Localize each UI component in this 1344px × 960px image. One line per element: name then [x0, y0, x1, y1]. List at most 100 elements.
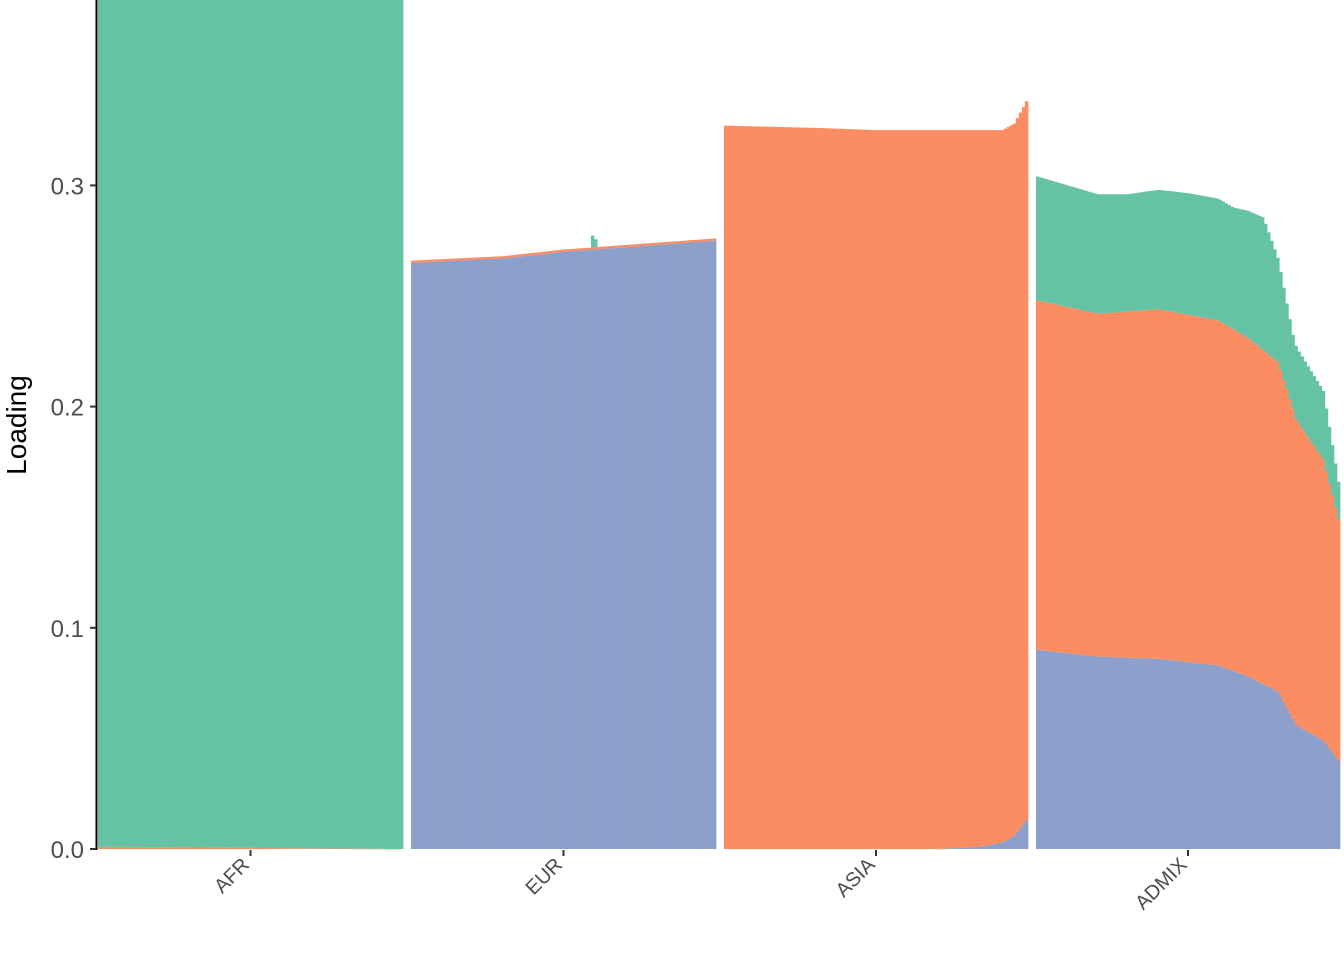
bar-segment-green [1254, 214, 1259, 345]
bar-segment-blue [1218, 666, 1222, 849]
bar-segment-green [1270, 240, 1274, 357]
bar-segment-orange [1309, 441, 1314, 734]
bar-segment-orange [751, 126, 755, 850]
bar-segment-blue [1066, 653, 1070, 849]
bar-segment-orange [557, 250, 561, 253]
bar-segment-blue [1184, 661, 1189, 849]
bar-segment-blue [1209, 664, 1213, 849]
bar-segment-green [1318, 385, 1323, 455]
bar-segment-orange [1142, 310, 1146, 659]
bar-segment-orange [787, 127, 792, 850]
bar-segment-orange [472, 257, 476, 260]
bar-segment-green [1178, 192, 1183, 314]
bar-segment-green [287, 0, 291, 849]
bar-segment-green [1118, 194, 1122, 313]
bar-segment-orange [526, 253, 531, 256]
bar-segment-green [360, 0, 364, 849]
bars-layer [98, 0, 1341, 850]
bar-segment-blue [1294, 724, 1298, 849]
bar-segment-blue [615, 247, 619, 850]
bar-segment-blue [1273, 690, 1277, 849]
bar-segment-green [1130, 193, 1134, 312]
bar-segment-green [1251, 213, 1256, 343]
bar-segment-orange [1221, 323, 1225, 668]
bar-segment-green [1121, 194, 1125, 312]
bar-segment-green [1072, 187, 1076, 309]
bar-segment-green [220, 0, 224, 848]
bar-segment-blue [1303, 730, 1307, 849]
bar-segment-orange [317, 848, 322, 849]
bar-segment-green [98, 0, 102, 847]
bar-segment-orange [745, 126, 749, 849]
bar-segment-green [277, 0, 282, 849]
bar-segment-orange [232, 847, 236, 849]
bar-segment-orange [1078, 309, 1082, 655]
bar-segment-blue [1087, 655, 1092, 849]
bar-segment-blue [973, 847, 977, 849]
bar-segment-green [1105, 194, 1110, 313]
bar-segment-orange [1178, 313, 1183, 662]
bar-segment-orange [1251, 342, 1256, 680]
bar-segment-orange [226, 847, 230, 849]
bar-segment-blue [1048, 651, 1052, 849]
bar-segment-orange [706, 238, 711, 242]
bar-segment-orange [879, 130, 883, 850]
bar-segment-green [1224, 203, 1228, 325]
bar-segment-orange [223, 847, 227, 849]
bar-segment-orange [1306, 437, 1310, 732]
bar-segment-green [317, 0, 322, 849]
bar-segment-blue [523, 255, 528, 849]
bar-segment-green [1203, 196, 1207, 318]
bar-segment-orange [122, 846, 126, 849]
bar-segment-blue [423, 262, 427, 850]
bar-segment-blue [1333, 756, 1338, 849]
bar-segment-blue [1075, 654, 1079, 849]
bar-group-admix [1036, 176, 1341, 849]
x-tick-label-eur: EUR [522, 854, 567, 899]
bar-segment-blue [964, 847, 968, 849]
bar-segment-orange [220, 847, 224, 849]
bar-segment-green [1181, 192, 1186, 314]
bar-segment-orange [1260, 349, 1265, 684]
bar-segment-orange [323, 848, 328, 849]
bar-segment-orange [360, 848, 364, 850]
bar-segment-blue [688, 242, 692, 850]
bar-segment-orange [134, 847, 139, 849]
bar-segment-orange [806, 127, 810, 849]
bar-segment-blue [1245, 676, 1250, 849]
bar-segment-blue [967, 847, 971, 849]
bar-segment-green [393, 0, 398, 849]
bar-segment-orange [490, 256, 494, 259]
bar-segment-blue [691, 242, 696, 849]
bar-segment-blue [1270, 688, 1274, 849]
bar-segment-orange [700, 239, 705, 242]
bar-segment-green [1260, 217, 1265, 350]
bar-segment-orange [1105, 312, 1110, 657]
bar-segment-green [1288, 319, 1292, 400]
bar-segment-blue [1321, 740, 1326, 849]
bar-segment-green [113, 0, 117, 847]
bar-segment-orange [140, 847, 145, 849]
bar-segment-green [1093, 193, 1098, 314]
bar-segment-orange [627, 244, 631, 247]
bar-segment-blue [590, 249, 595, 849]
bar-segment-orange [1321, 459, 1326, 741]
bar-segment-orange [851, 129, 856, 849]
bar-segment-green [1136, 192, 1140, 311]
bar-segment-blue [1039, 650, 1043, 849]
bar-segment-green [232, 0, 236, 848]
bar-segment-orange [781, 127, 786, 850]
bar-segment-orange [985, 130, 989, 846]
bar-segment-orange [447, 258, 452, 262]
bar-segment-blue [502, 258, 506, 849]
bar-segment-green [226, 0, 230, 848]
bar-segment-orange [1273, 359, 1277, 691]
bar-segment-green [1309, 371, 1314, 442]
bar-segment-orange [575, 248, 580, 251]
bar-segment-orange [1172, 312, 1177, 661]
bar-segment-orange [155, 847, 160, 849]
bar-segment-orange [712, 238, 717, 241]
bar-segment-orange [1324, 471, 1329, 745]
bar-segment-blue [575, 250, 580, 849]
bar-segment-orange [930, 130, 935, 850]
